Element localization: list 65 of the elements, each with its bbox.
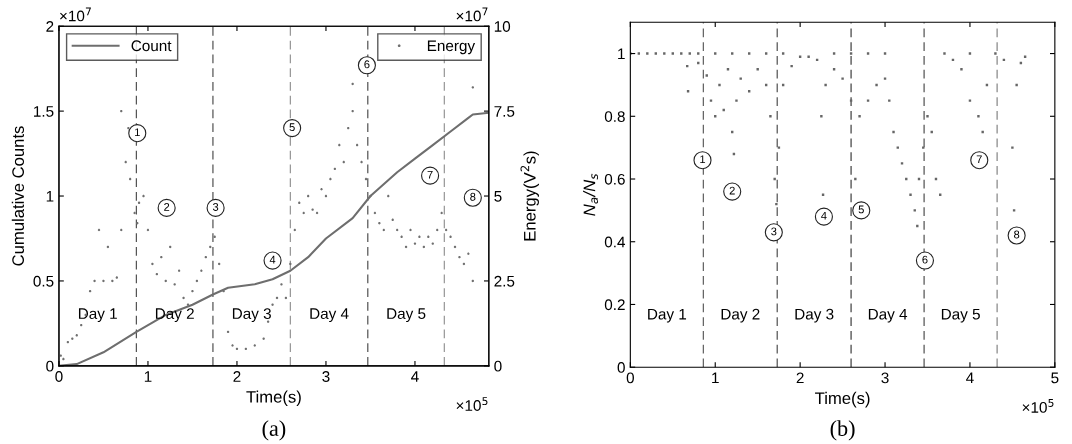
x-tick-label: 4	[966, 372, 974, 384]
annotation: 4	[269, 255, 276, 264]
annotation: 3	[771, 227, 777, 236]
x-tick-label: 3	[881, 372, 889, 384]
y2-tick-label: 0	[494, 360, 502, 372]
annotation: Day 3	[795, 308, 834, 323]
y-tick-label: 0	[617, 362, 625, 373]
annotation: 5	[858, 205, 864, 214]
y-tick-label: 1.5	[34, 106, 54, 117]
x-tick-label: 0	[626, 372, 634, 384]
y2-tick-label: 5	[494, 191, 502, 202]
legend-label: Energy	[427, 40, 476, 55]
y-tick-label: 0.4	[604, 236, 626, 248]
y-tick-label: 0	[46, 360, 54, 372]
y-axis-title: Cumulative Counts	[11, 126, 25, 266]
text: ×10$^{5}$	[1022, 399, 1054, 413]
annotation: Day 4	[868, 308, 908, 323]
x-tick-label: 1	[712, 372, 719, 384]
x-tick-label: 2	[796, 372, 804, 384]
annotation: 8	[470, 192, 476, 201]
text: (b)	[830, 420, 855, 441]
x-tick-label: 4	[411, 371, 419, 382]
annotation: 5	[289, 123, 295, 132]
y-tick-label: 2	[46, 21, 54, 32]
y2-tick-label: 10	[494, 21, 511, 32]
x-tick-label: 2	[233, 371, 241, 382]
y-tick-label: 1	[618, 48, 625, 60]
annotation: 3	[212, 203, 219, 211]
x-tick-label: 5	[1051, 372, 1059, 384]
y-tick-label: 0.2	[604, 299, 625, 311]
x-tick-label: 0	[55, 371, 63, 382]
y-tick-label: 0.6	[604, 173, 625, 185]
y2-tick-label: 7.5	[494, 106, 515, 117]
annotation: Day 3	[232, 308, 271, 323]
annotation: 7	[427, 170, 433, 179]
annotation: 7	[976, 155, 982, 164]
x-tick-label: 3	[322, 371, 330, 382]
x-axis-title: Time(s)	[815, 391, 870, 408]
annotation: Day 2	[721, 308, 760, 323]
y2-tick-label: 2.5	[494, 275, 515, 287]
annotation: Day 5	[941, 308, 980, 323]
y-axis-title: N$_{a}$/N$_{s}$	[583, 173, 599, 216]
annotation: 2	[729, 186, 735, 195]
annotation: 1	[700, 155, 706, 164]
annotation: Day 1	[78, 308, 117, 323]
y-tick-label: 0.5	[33, 275, 54, 287]
text: ×10$^{7}$	[456, 7, 488, 22]
text: ×10$^{7}$	[60, 7, 91, 22]
x-axis-title: Time(s)	[246, 390, 301, 407]
annotation: 4	[821, 211, 827, 220]
annotation: Day 5	[387, 308, 426, 323]
y-tick-label: 1	[46, 191, 54, 202]
annotation: Day 1	[648, 308, 687, 323]
annotation: 6	[364, 60, 370, 69]
y-tick-label: 0.8	[604, 111, 625, 122]
annotation: 1	[135, 128, 140, 137]
x-tick-label: 1	[144, 371, 152, 382]
annotation: 6	[922, 255, 928, 264]
annotation: 2	[164, 203, 170, 211]
y2-axis-title: Energy(V$^{2}$s)	[520, 151, 539, 241]
annotation: Day 4	[310, 308, 349, 323]
text: (a)	[262, 420, 286, 441]
legend-label: Count	[131, 40, 172, 52]
annotation: 8	[1014, 230, 1020, 239]
text: ×10$^{5}$	[456, 397, 488, 411]
